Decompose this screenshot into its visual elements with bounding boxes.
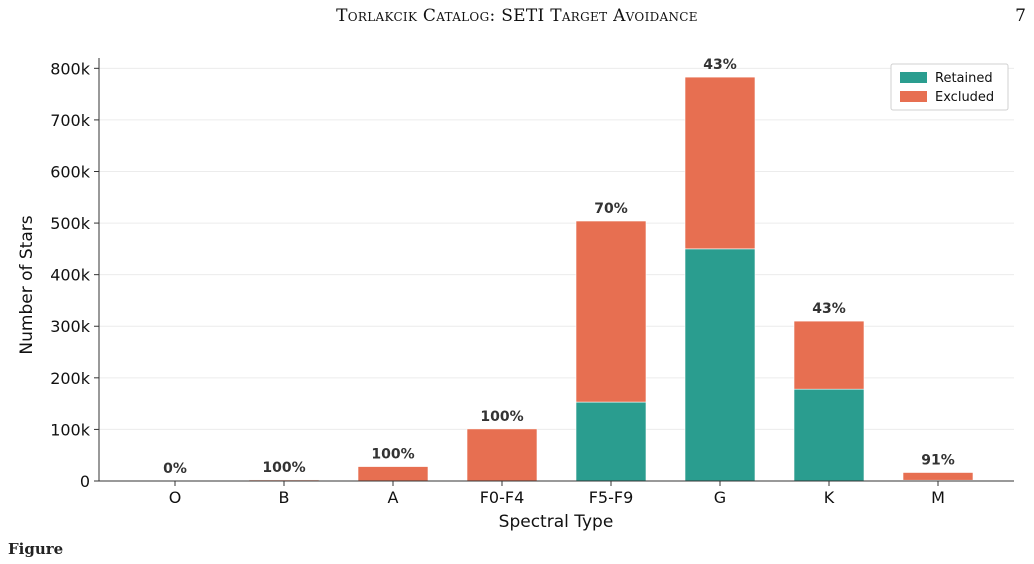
y-tick-label: 300k: [50, 317, 91, 336]
bar-excluded: [357, 466, 429, 482]
bar-percentage-label: 43%: [703, 57, 737, 73]
grid-lines: [99, 67, 1014, 430]
bar-excluded: [684, 76, 756, 250]
bar-percentage-label: 100%: [262, 460, 305, 476]
y-tick-label: 200k: [50, 369, 91, 388]
x-tick-label: M: [931, 488, 945, 507]
x-ticks: O B A F0-F4 F5-F9 G K M: [169, 481, 945, 507]
y-axis-label: Number of Stars: [17, 215, 37, 354]
bar-percentage-label: 43%: [812, 301, 846, 317]
running-title: Torlakcik Catalog: SETI Target Avoidance: [336, 6, 698, 26]
legend-swatch: [900, 91, 927, 102]
x-tick-label: B: [279, 488, 290, 507]
bar-retained: [793, 388, 865, 482]
bar-excluded: [902, 472, 974, 481]
bar-excluded: [793, 320, 865, 390]
bar-percentage-label: 100%: [371, 447, 414, 463]
legend-entry-label: Retained: [935, 71, 993, 86]
x-axis-label: Spectral Type: [499, 512, 614, 532]
x-tick-label: F0-F4: [480, 488, 525, 507]
y-tick-label: 400k: [50, 266, 91, 285]
axes: [98, 58, 1014, 482]
stacked-bar-chart: 0% 100% 100% 100% 70% 43% 43% 91% 0 100k 200k 300k…: [17, 57, 1014, 532]
x-tick-label: F5-F9: [589, 488, 634, 507]
legend-entry-label: Excluded: [935, 90, 994, 105]
x-tick-label: A: [388, 488, 399, 507]
x-tick-label: K: [824, 488, 835, 507]
bar-percentage-label: 91%: [921, 452, 955, 468]
x-tick-label: O: [169, 488, 182, 507]
y-tick-label: 500k: [50, 214, 91, 233]
y-tick-label: 700k: [50, 111, 91, 130]
bar-retained: [684, 248, 756, 482]
running-head: Torlakcik Catalog: SETI Target Avoidance…: [0, 6, 1034, 36]
bar-excluded: [575, 220, 647, 403]
bar-percentage-label: 70%: [594, 201, 628, 217]
x-tick-label: G: [714, 488, 726, 507]
y-tick-label: 800k: [50, 59, 91, 78]
caption-label: Figure: [8, 540, 64, 558]
bar-percentage-label: 100%: [480, 409, 523, 425]
legend: Retained Excluded: [890, 63, 1009, 111]
y-ticks: 0 100k 200k 300k 400k 500k 600k 700k 800k: [50, 59, 99, 491]
bar-labels: 0% 100% 100% 100% 70% 43% 43% 91%: [163, 57, 955, 477]
figure-caption: Figure: [8, 540, 1028, 564]
bar-excluded: [466, 428, 538, 482]
bar-percentage-label: 0%: [163, 461, 187, 477]
y-tick-label: 600k: [50, 162, 91, 181]
y-tick-label: 0: [80, 472, 90, 491]
legend-swatch: [900, 72, 927, 83]
page-number: 7: [1015, 6, 1026, 26]
bars: [248, 76, 974, 482]
y-tick-label: 100k: [50, 420, 91, 439]
bar-retained: [575, 401, 647, 482]
